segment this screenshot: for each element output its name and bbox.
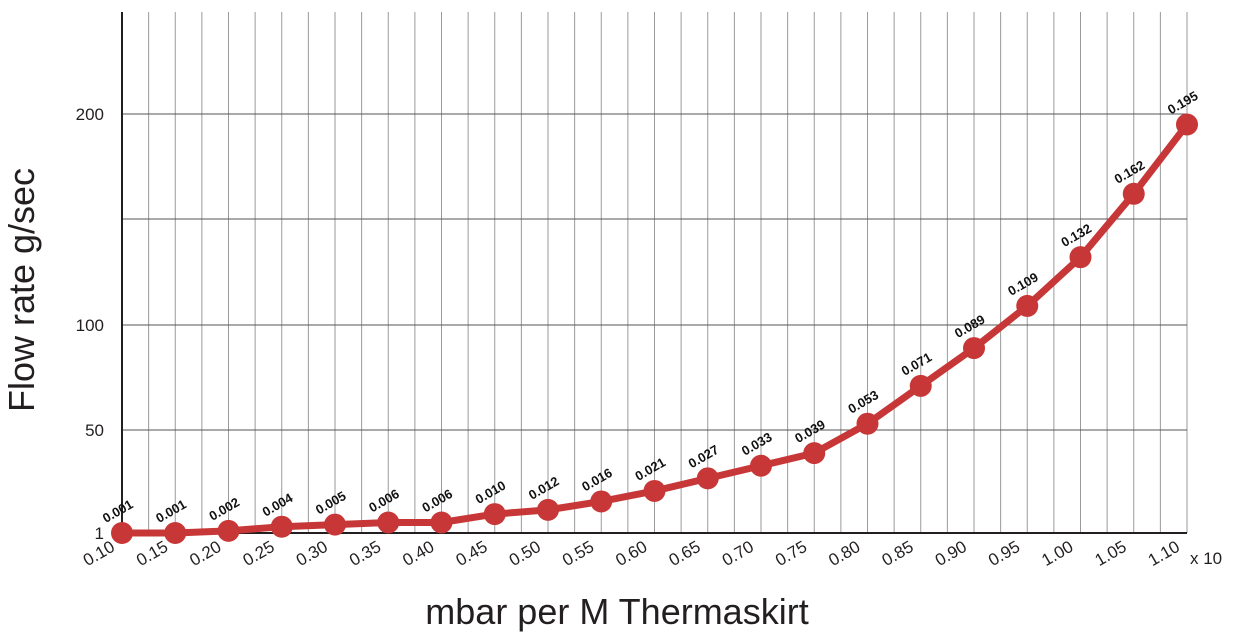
data-point bbox=[803, 442, 826, 465]
data-label: 0.006 bbox=[419, 486, 455, 515]
data-point bbox=[430, 511, 453, 534]
x-tick-label: 0.10 bbox=[80, 537, 118, 570]
x-tick-label: 1.05 bbox=[1092, 537, 1130, 570]
data-point bbox=[1122, 182, 1145, 205]
x-tick-label: 0.90 bbox=[932, 537, 970, 570]
y-tick-label: 100 bbox=[76, 316, 104, 335]
data-point bbox=[696, 467, 719, 490]
data-point bbox=[963, 337, 985, 360]
data-point bbox=[750, 454, 772, 477]
x-tick-label: 0.80 bbox=[825, 537, 863, 570]
data-point bbox=[590, 490, 613, 513]
data-label: 0.195 bbox=[1165, 88, 1201, 117]
x-tick-label: 0.85 bbox=[879, 537, 917, 570]
data-label: 0.004 bbox=[260, 490, 296, 520]
data-label: 0.053 bbox=[845, 387, 881, 416]
data-point bbox=[909, 374, 932, 397]
data-label: 0.016 bbox=[579, 465, 615, 494]
y-axis-title: Flow rate g/sec bbox=[1, 167, 42, 413]
data-point bbox=[324, 513, 346, 536]
data-point bbox=[1069, 246, 1092, 269]
data-label: 0.033 bbox=[739, 429, 775, 458]
data-label: 0.002 bbox=[206, 494, 242, 523]
x-tick-label: 0.50 bbox=[506, 537, 544, 570]
data-label: 0.006 bbox=[366, 486, 402, 515]
data-point bbox=[537, 498, 559, 521]
data-point bbox=[217, 519, 240, 542]
data-point bbox=[111, 522, 133, 544]
y-tick-label: 1 bbox=[95, 524, 104, 543]
data-label: 0.010 bbox=[473, 478, 509, 507]
x-tick-label: 0.45 bbox=[453, 537, 491, 570]
x-unit-suffix: x 10 bbox=[1190, 549, 1222, 568]
data-point bbox=[483, 503, 506, 526]
series-flow-rate bbox=[111, 113, 1198, 544]
x-tick-label: 0.55 bbox=[559, 537, 597, 570]
x-tick-label: 0.30 bbox=[293, 537, 331, 570]
vertical-gridlines bbox=[121, 12, 1188, 533]
data-point bbox=[643, 479, 666, 502]
x-tick-label: 1.00 bbox=[1038, 537, 1076, 570]
data-label: 0.005 bbox=[313, 488, 349, 517]
x-tick-label: 0.20 bbox=[186, 537, 224, 570]
x-tick-label: 0.60 bbox=[612, 537, 650, 570]
data-label: 0.001 bbox=[153, 496, 189, 525]
x-tick-label: 0.35 bbox=[346, 537, 384, 570]
x-tick-labels: 0.10 0.15 0.20 0.25 0.30 0.35 0.40 0.45 0.50 0.55… bbox=[80, 537, 1183, 570]
data-point bbox=[270, 515, 293, 538]
y-tick-label: 200 bbox=[76, 105, 104, 124]
data-label: 0.021 bbox=[632, 454, 668, 483]
x-tick-label: 0.70 bbox=[719, 537, 757, 570]
x-tick-label: 0.65 bbox=[666, 537, 704, 570]
data-label: 0.039 bbox=[792, 417, 828, 446]
x-tick-label: 0.75 bbox=[772, 537, 810, 570]
y-tick-labels: 1 50 100 200 bbox=[76, 105, 104, 543]
x-tick-label: 0.15 bbox=[133, 537, 171, 570]
axes bbox=[121, 12, 1187, 537]
x-tick-label: 0.40 bbox=[399, 537, 437, 570]
x-axis-title: mbar per M Thermaskirt bbox=[425, 591, 809, 632]
y-tick-label: 50 bbox=[85, 421, 104, 440]
x-tick-label: 0.95 bbox=[985, 537, 1023, 570]
data-label: 0.071 bbox=[899, 349, 935, 378]
data-point bbox=[1016, 294, 1039, 317]
data-label: 0.012 bbox=[526, 473, 562, 502]
data-label: 0.001 bbox=[100, 496, 136, 525]
x-tick-label: 1.10 bbox=[1145, 537, 1183, 570]
data-label: 0.089 bbox=[952, 312, 988, 341]
data-point bbox=[856, 412, 879, 435]
data-point bbox=[377, 511, 400, 534]
horizontal-gridlines bbox=[122, 113, 1187, 431]
data-label: 0.027 bbox=[686, 442, 722, 471]
data-point bbox=[164, 522, 187, 544]
x-tick-label: 0.25 bbox=[240, 537, 278, 570]
data-point bbox=[1176, 113, 1198, 136]
